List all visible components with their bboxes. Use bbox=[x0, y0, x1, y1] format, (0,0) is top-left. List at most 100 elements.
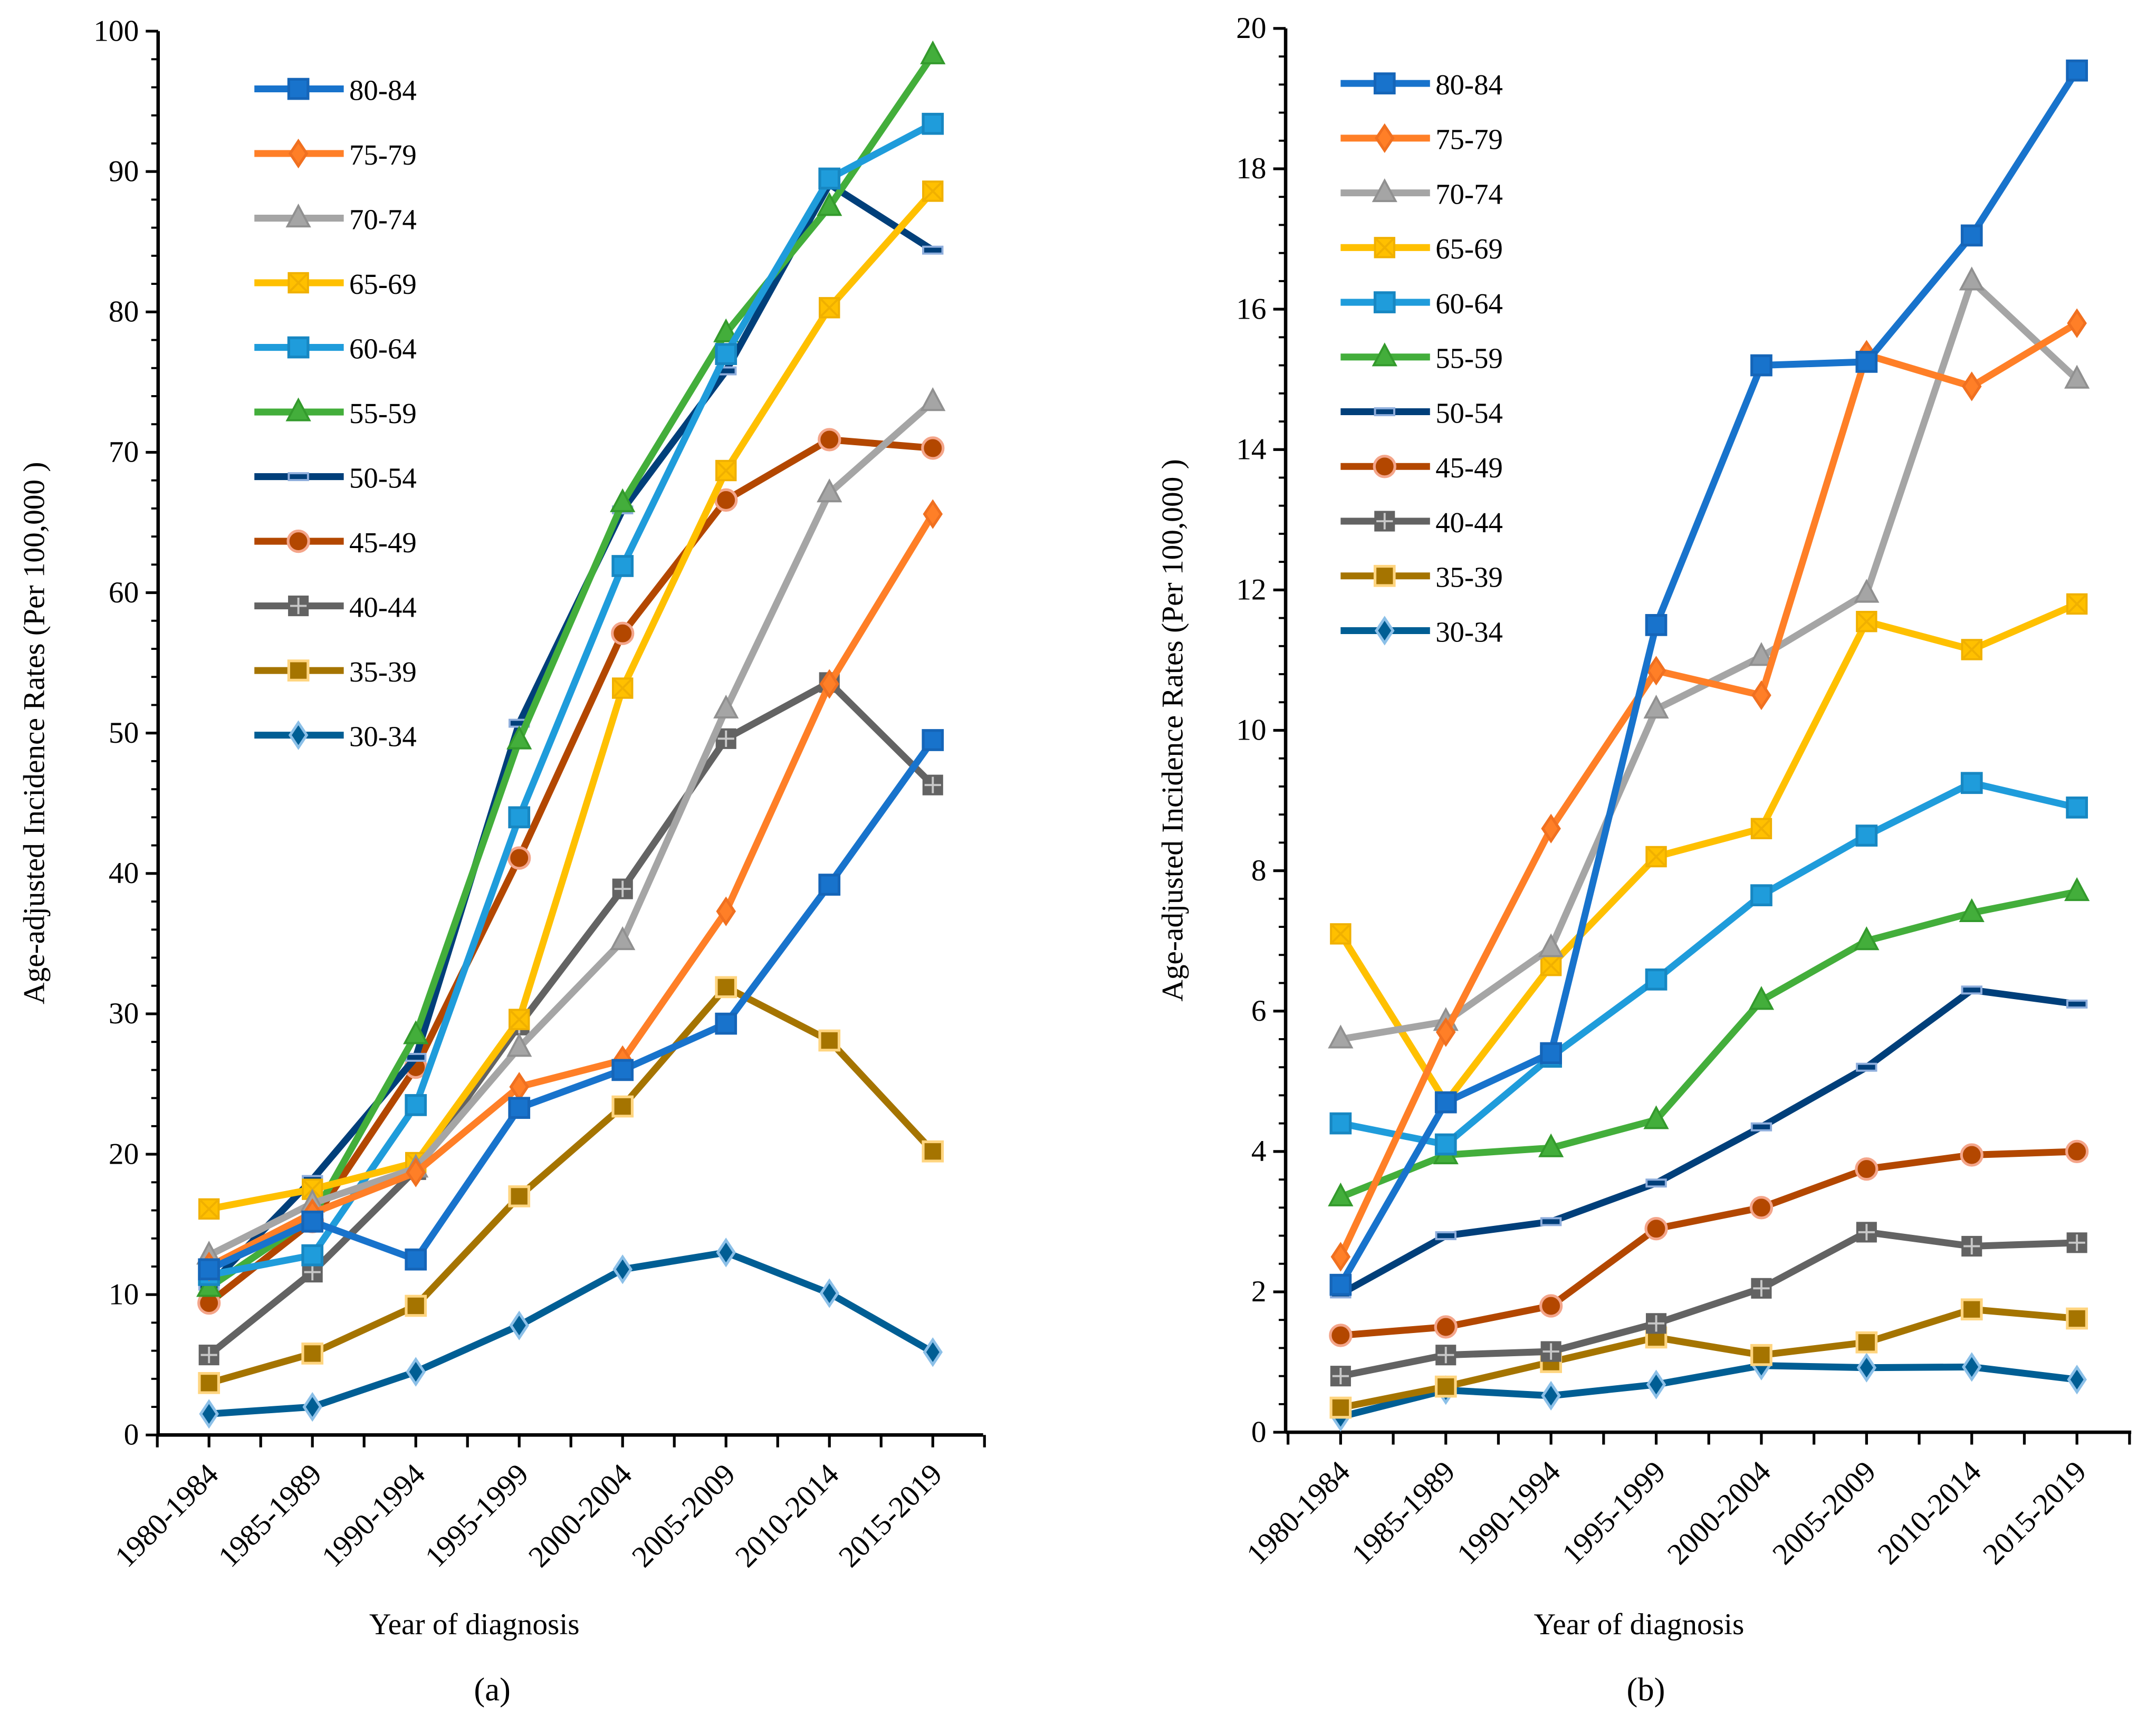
series-line-75-79 bbox=[1337, 320, 2079, 1259]
series-35-39 bbox=[198, 976, 944, 1394]
data-point-80-84 bbox=[1960, 224, 1983, 247]
data-point-35-39 bbox=[715, 976, 737, 999]
legend-label: 65-69 bbox=[349, 268, 417, 300]
data-point-35-39 bbox=[818, 1029, 841, 1052]
data-point-65-69-x bbox=[200, 1200, 218, 1218]
legend-marker bbox=[287, 659, 310, 682]
legend-item: 50-54 bbox=[1340, 397, 1503, 429]
data-point-70-74 bbox=[1854, 579, 1880, 603]
data-point-75-79 bbox=[1330, 1242, 1351, 1272]
data-point-50-54 bbox=[2066, 999, 2088, 1009]
y-tick-label: 0 bbox=[1251, 1415, 1267, 1449]
data-point-65-69-x bbox=[510, 1010, 529, 1029]
data-point-35-39 bbox=[611, 1095, 634, 1118]
data-point-75-79 bbox=[1751, 680, 1771, 711]
data-point-70-74 bbox=[1959, 266, 1985, 291]
data-point-40-44-plus bbox=[2068, 1234, 2085, 1251]
data-point-55-59 bbox=[713, 318, 739, 342]
data-point-50-54 bbox=[1856, 1062, 1877, 1072]
series-line-55-59 bbox=[1339, 888, 2078, 1201]
data-point-70-74 bbox=[610, 926, 636, 951]
x-tick-label: 1985-1989 bbox=[212, 1457, 328, 1574]
data-point-45-49 bbox=[1434, 1315, 1458, 1339]
y-tick-label: 0 bbox=[124, 1418, 139, 1452]
series-70-74 bbox=[196, 387, 946, 1265]
x-tick-label: 2005-2009 bbox=[626, 1457, 742, 1574]
series-65-69 bbox=[198, 180, 944, 1220]
x-tick-label: 1980-1984 bbox=[109, 1457, 225, 1574]
data-point-75-79 bbox=[1961, 371, 1982, 401]
x-tick-label: 1995-1999 bbox=[1556, 1455, 1672, 1571]
y-tick-label: 18 bbox=[1236, 152, 1266, 185]
chart-panel-a: 0 10 20 30 40 50 60 70 80 90 100 1980-19841985-1989… bbox=[17, 14, 986, 1708]
legend-item: 75-79 bbox=[254, 138, 417, 171]
legend-marker bbox=[285, 397, 311, 421]
data-point-40-44-plus bbox=[1647, 1315, 1665, 1332]
data-point-30-34 bbox=[2067, 1365, 2087, 1395]
series-55-59 bbox=[1328, 877, 2090, 1206]
data-point-45-49 bbox=[818, 428, 841, 452]
data-point-50-54 bbox=[1961, 985, 1982, 995]
legend-marker-x bbox=[289, 274, 308, 292]
series-80-84 bbox=[1329, 59, 2088, 1296]
legend-item: 70-74 bbox=[254, 203, 417, 235]
series-line-50-54 bbox=[1339, 986, 2077, 1297]
data-point-60-64 bbox=[611, 555, 634, 577]
y-tick-label: 4 bbox=[1251, 1135, 1267, 1168]
legend-label: 70-74 bbox=[1435, 178, 1503, 210]
data-point-40-44-plus bbox=[1542, 1343, 1559, 1360]
data-point-80-84 bbox=[1329, 1273, 1352, 1296]
legend-item: 50-54 bbox=[254, 462, 417, 494]
data-point-70-74 bbox=[1748, 642, 1775, 666]
legend-item: 65-69 bbox=[1340, 233, 1503, 265]
legend-marker bbox=[1372, 178, 1397, 203]
data-point-55-59 bbox=[506, 725, 532, 750]
data-point-60-64 bbox=[818, 167, 841, 190]
legend-item: 45-49 bbox=[1340, 452, 1503, 484]
legend-marker bbox=[287, 78, 310, 100]
data-point-35-39 bbox=[1329, 1396, 1352, 1419]
data-point-35-39 bbox=[198, 1372, 221, 1394]
data-point-75-79 bbox=[1541, 813, 1561, 843]
legend-label: 45-49 bbox=[349, 526, 417, 559]
y-tick-label: 10 bbox=[1236, 714, 1266, 747]
data-point-80-84 bbox=[818, 874, 841, 896]
data-point-60-64 bbox=[1329, 1112, 1352, 1135]
legend-label: 80-84 bbox=[1435, 69, 1503, 101]
y-tick-label: 20 bbox=[1236, 12, 1266, 45]
data-point-45-49 bbox=[1329, 1324, 1353, 1347]
series-line-35-39 bbox=[208, 983, 936, 1387]
data-point-70-74 bbox=[1328, 1024, 1354, 1049]
data-point-75-79 bbox=[1435, 1017, 1456, 1047]
legend-item: 35-39 bbox=[254, 656, 417, 688]
legend-item: 65-69 bbox=[254, 268, 417, 300]
data-point-60-64 bbox=[405, 1094, 427, 1116]
data-point-55-59 bbox=[2064, 877, 2090, 902]
x-tick-label: 2000-2004 bbox=[1661, 1455, 1777, 1571]
series-30-34 bbox=[199, 1238, 943, 1429]
data-point-60-64 bbox=[1750, 884, 1772, 907]
legend-marker-plus bbox=[290, 597, 307, 615]
data-point-40-44-plus bbox=[200, 1346, 217, 1364]
legend-label: 35-39 bbox=[349, 656, 417, 688]
series-line-65-69 bbox=[1337, 600, 2078, 1106]
legend-marker bbox=[1374, 123, 1395, 154]
legend-label: 50-54 bbox=[349, 462, 417, 494]
data-point-30-34 bbox=[1856, 1353, 1877, 1383]
data-point-35-39 bbox=[1750, 1344, 1772, 1366]
panel-label: (b) bbox=[1627, 1671, 1665, 1708]
data-point-70-74 bbox=[2064, 365, 2090, 389]
data-point-35-39 bbox=[922, 1140, 944, 1163]
data-point-30-34 bbox=[923, 1337, 943, 1367]
data-point-60-64 bbox=[922, 112, 944, 135]
legend-label: 50-54 bbox=[1435, 397, 1503, 429]
data-point-45-49 bbox=[1855, 1157, 1879, 1181]
data-point-65-69-x bbox=[614, 679, 632, 697]
series-75-79 bbox=[1330, 308, 2087, 1272]
legend-item: 55-59 bbox=[1340, 342, 1503, 375]
data-point-60-64 bbox=[1434, 1133, 1457, 1156]
series-60-64 bbox=[198, 112, 944, 1286]
data-point-45-49 bbox=[921, 436, 945, 460]
data-point-40-44-plus bbox=[1963, 1238, 1980, 1255]
data-point-30-34 bbox=[199, 1399, 219, 1429]
